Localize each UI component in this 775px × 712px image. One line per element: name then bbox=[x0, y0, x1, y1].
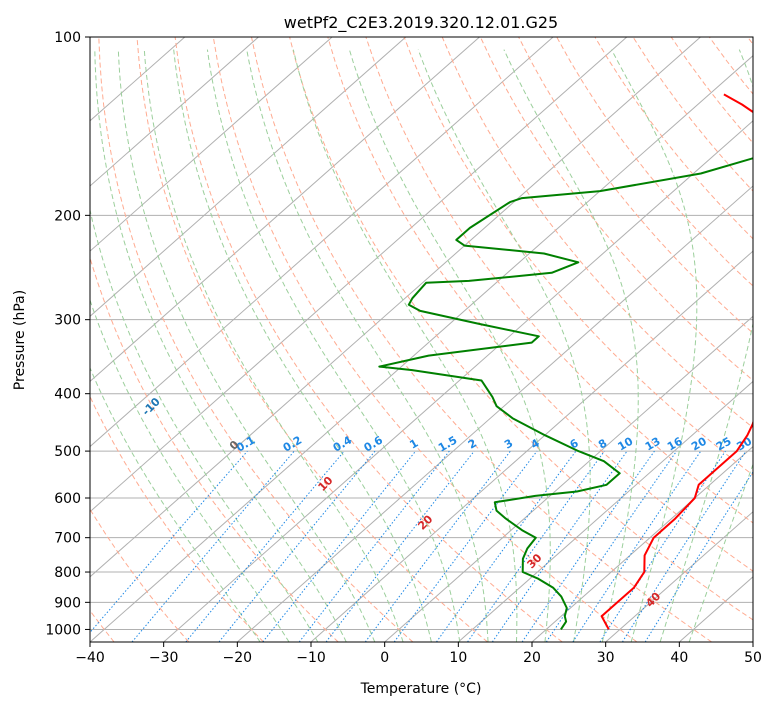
x-tick-label: 40 bbox=[670, 650, 688, 666]
y-axis-label: Pressure (hPa) bbox=[12, 290, 28, 390]
x-tick-label: −30 bbox=[149, 650, 179, 666]
y-tick-label: 200 bbox=[54, 208, 81, 224]
y-tick-label: 500 bbox=[54, 444, 81, 460]
y-tick-label: 100 bbox=[54, 30, 81, 46]
x-axis-label: Temperature (°C) bbox=[360, 681, 482, 697]
y-tick-label: 600 bbox=[54, 491, 81, 507]
x-tick-label: 30 bbox=[597, 650, 615, 666]
x-tick-label: 10 bbox=[449, 650, 467, 666]
x-tick-label: 20 bbox=[523, 650, 541, 666]
x-tick-label: 50 bbox=[744, 650, 762, 666]
y-tick-label: 900 bbox=[54, 595, 81, 611]
y-tick-label: 400 bbox=[54, 387, 81, 403]
y-tick-label: 1000 bbox=[45, 622, 81, 638]
y-tick-label: 300 bbox=[54, 313, 81, 329]
y-tick-label: 800 bbox=[54, 565, 81, 581]
x-tick-label: 0 bbox=[380, 650, 389, 666]
x-tick-label: −10 bbox=[296, 650, 326, 666]
chart-title: wetPf2_C2E3.2019.320.12.01.G25 bbox=[284, 13, 558, 33]
x-tick-label: −40 bbox=[75, 650, 105, 666]
x-tick-label: −20 bbox=[223, 650, 253, 666]
y-tick-label: 700 bbox=[54, 531, 81, 547]
